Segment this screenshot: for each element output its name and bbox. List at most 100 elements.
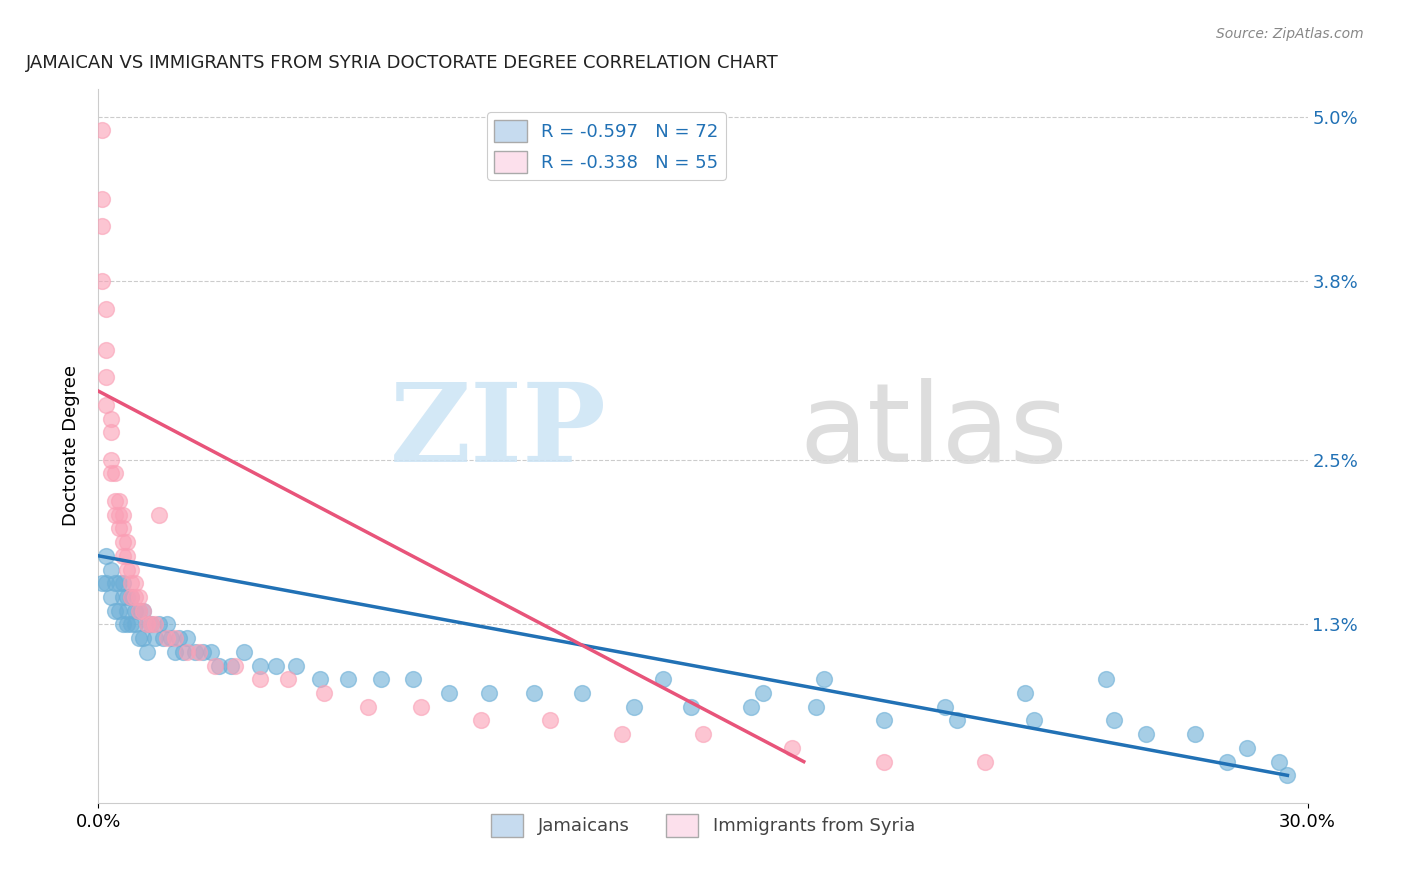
Point xyxy=(107,494,129,508)
Point xyxy=(128,604,150,618)
Point xyxy=(402,673,425,687)
Point xyxy=(692,727,714,741)
Legend: Jamaicans, Immigrants from Syria: Jamaicans, Immigrants from Syria xyxy=(484,807,922,844)
Point xyxy=(370,673,392,687)
Point xyxy=(107,521,129,535)
Point xyxy=(91,192,114,206)
Point xyxy=(357,699,380,714)
Point xyxy=(277,673,299,687)
Point xyxy=(103,604,125,618)
Point xyxy=(143,617,166,632)
Point xyxy=(409,699,432,714)
Point xyxy=(120,590,142,604)
Point xyxy=(804,699,827,714)
Point xyxy=(139,617,162,632)
Point xyxy=(176,631,198,645)
Point xyxy=(156,631,179,645)
Text: atlas: atlas xyxy=(800,378,1069,485)
Point xyxy=(152,631,174,645)
Point xyxy=(135,617,157,632)
Point xyxy=(314,686,336,700)
Point xyxy=(1014,686,1036,700)
Point xyxy=(115,617,138,632)
Point xyxy=(148,617,170,632)
Point xyxy=(135,645,157,659)
Point xyxy=(538,714,561,728)
Point xyxy=(873,755,896,769)
Point xyxy=(780,740,803,755)
Point xyxy=(111,590,134,604)
Point xyxy=(96,549,118,563)
Point xyxy=(128,631,150,645)
Point xyxy=(873,714,896,728)
Point xyxy=(679,699,702,714)
Point xyxy=(221,658,243,673)
Point xyxy=(156,617,179,632)
Point xyxy=(974,755,997,769)
Point xyxy=(612,727,634,741)
Point xyxy=(1102,714,1125,728)
Point xyxy=(934,699,956,714)
Point xyxy=(1277,768,1299,782)
Point xyxy=(208,658,231,673)
Point xyxy=(107,604,129,618)
Point xyxy=(249,673,271,687)
Point xyxy=(128,590,150,604)
Point xyxy=(752,686,775,700)
Point xyxy=(1022,714,1045,728)
Point xyxy=(284,658,307,673)
Point xyxy=(124,604,146,618)
Point xyxy=(148,508,170,522)
Point xyxy=(204,658,226,673)
Point xyxy=(143,631,166,645)
Point xyxy=(115,604,138,618)
Point xyxy=(571,686,593,700)
Point xyxy=(96,343,118,357)
Point xyxy=(163,631,186,645)
Point xyxy=(132,604,155,618)
Text: JAMAICAN VS IMMIGRANTS FROM SYRIA DOCTORATE DEGREE CORRELATION CHART: JAMAICAN VS IMMIGRANTS FROM SYRIA DOCTOR… xyxy=(25,54,779,72)
Point xyxy=(470,714,492,728)
Point xyxy=(111,521,134,535)
Point xyxy=(1184,727,1206,741)
Point xyxy=(115,549,138,563)
Point xyxy=(1268,755,1291,769)
Point xyxy=(1216,755,1239,769)
Point xyxy=(120,617,142,632)
Point xyxy=(478,686,501,700)
Point xyxy=(120,562,142,576)
Point xyxy=(135,617,157,632)
Point xyxy=(100,467,122,481)
Point xyxy=(188,645,211,659)
Point xyxy=(523,686,546,700)
Point xyxy=(100,411,122,425)
Point xyxy=(740,699,762,714)
Point xyxy=(103,508,125,522)
Point xyxy=(264,658,287,673)
Point xyxy=(249,658,271,673)
Point xyxy=(100,452,122,467)
Point xyxy=(115,535,138,549)
Point xyxy=(103,576,125,591)
Point xyxy=(160,631,183,645)
Point xyxy=(437,686,460,700)
Point xyxy=(651,673,673,687)
Point xyxy=(132,631,155,645)
Point xyxy=(172,645,194,659)
Point xyxy=(813,673,835,687)
Point xyxy=(91,219,114,234)
Point xyxy=(184,645,207,659)
Point xyxy=(163,645,186,659)
Point xyxy=(124,617,146,632)
Point xyxy=(100,425,122,440)
Point xyxy=(91,274,114,288)
Point xyxy=(1135,727,1157,741)
Point xyxy=(91,576,114,591)
Point xyxy=(96,398,118,412)
Point xyxy=(124,576,146,591)
Point xyxy=(115,562,138,576)
Y-axis label: Doctorate Degree: Doctorate Degree xyxy=(62,366,80,526)
Point xyxy=(111,549,134,563)
Point xyxy=(111,508,134,522)
Point xyxy=(115,590,138,604)
